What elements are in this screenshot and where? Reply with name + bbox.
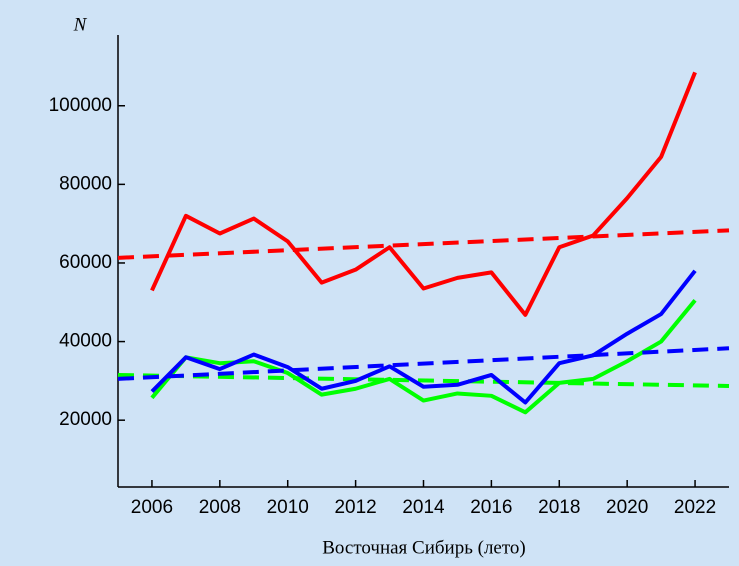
- x-tick-label: 2020: [606, 497, 648, 518]
- y-tick-label: 80000: [59, 173, 112, 194]
- x-axis-label: Восточная Сибирь (лето): [322, 537, 526, 558]
- x-tick-label: 2006: [131, 497, 173, 518]
- x-tick-label: 2018: [538, 497, 580, 518]
- x-tick-label: 2016: [470, 497, 512, 518]
- y-tick-label: 40000: [59, 331, 112, 352]
- x-tick-label: 2012: [334, 497, 376, 518]
- y-tick-label: 20000: [59, 409, 112, 430]
- y-tick-label: 100000: [49, 95, 112, 116]
- x-tick-label: 2022: [674, 497, 716, 518]
- x-tick-label: 2010: [267, 497, 309, 518]
- trend-line: [117, 346, 730, 381]
- x-tick-label: 2014: [402, 497, 445, 518]
- trend-line: [117, 228, 730, 260]
- data-line: [150, 299, 697, 415]
- x-tick-label: 2008: [199, 497, 241, 518]
- data-line: [150, 269, 697, 405]
- y-tick-label: 60000: [59, 252, 112, 273]
- data-line: [150, 71, 697, 317]
- trend-line: [117, 372, 730, 388]
- chart-title: N: [73, 14, 88, 35]
